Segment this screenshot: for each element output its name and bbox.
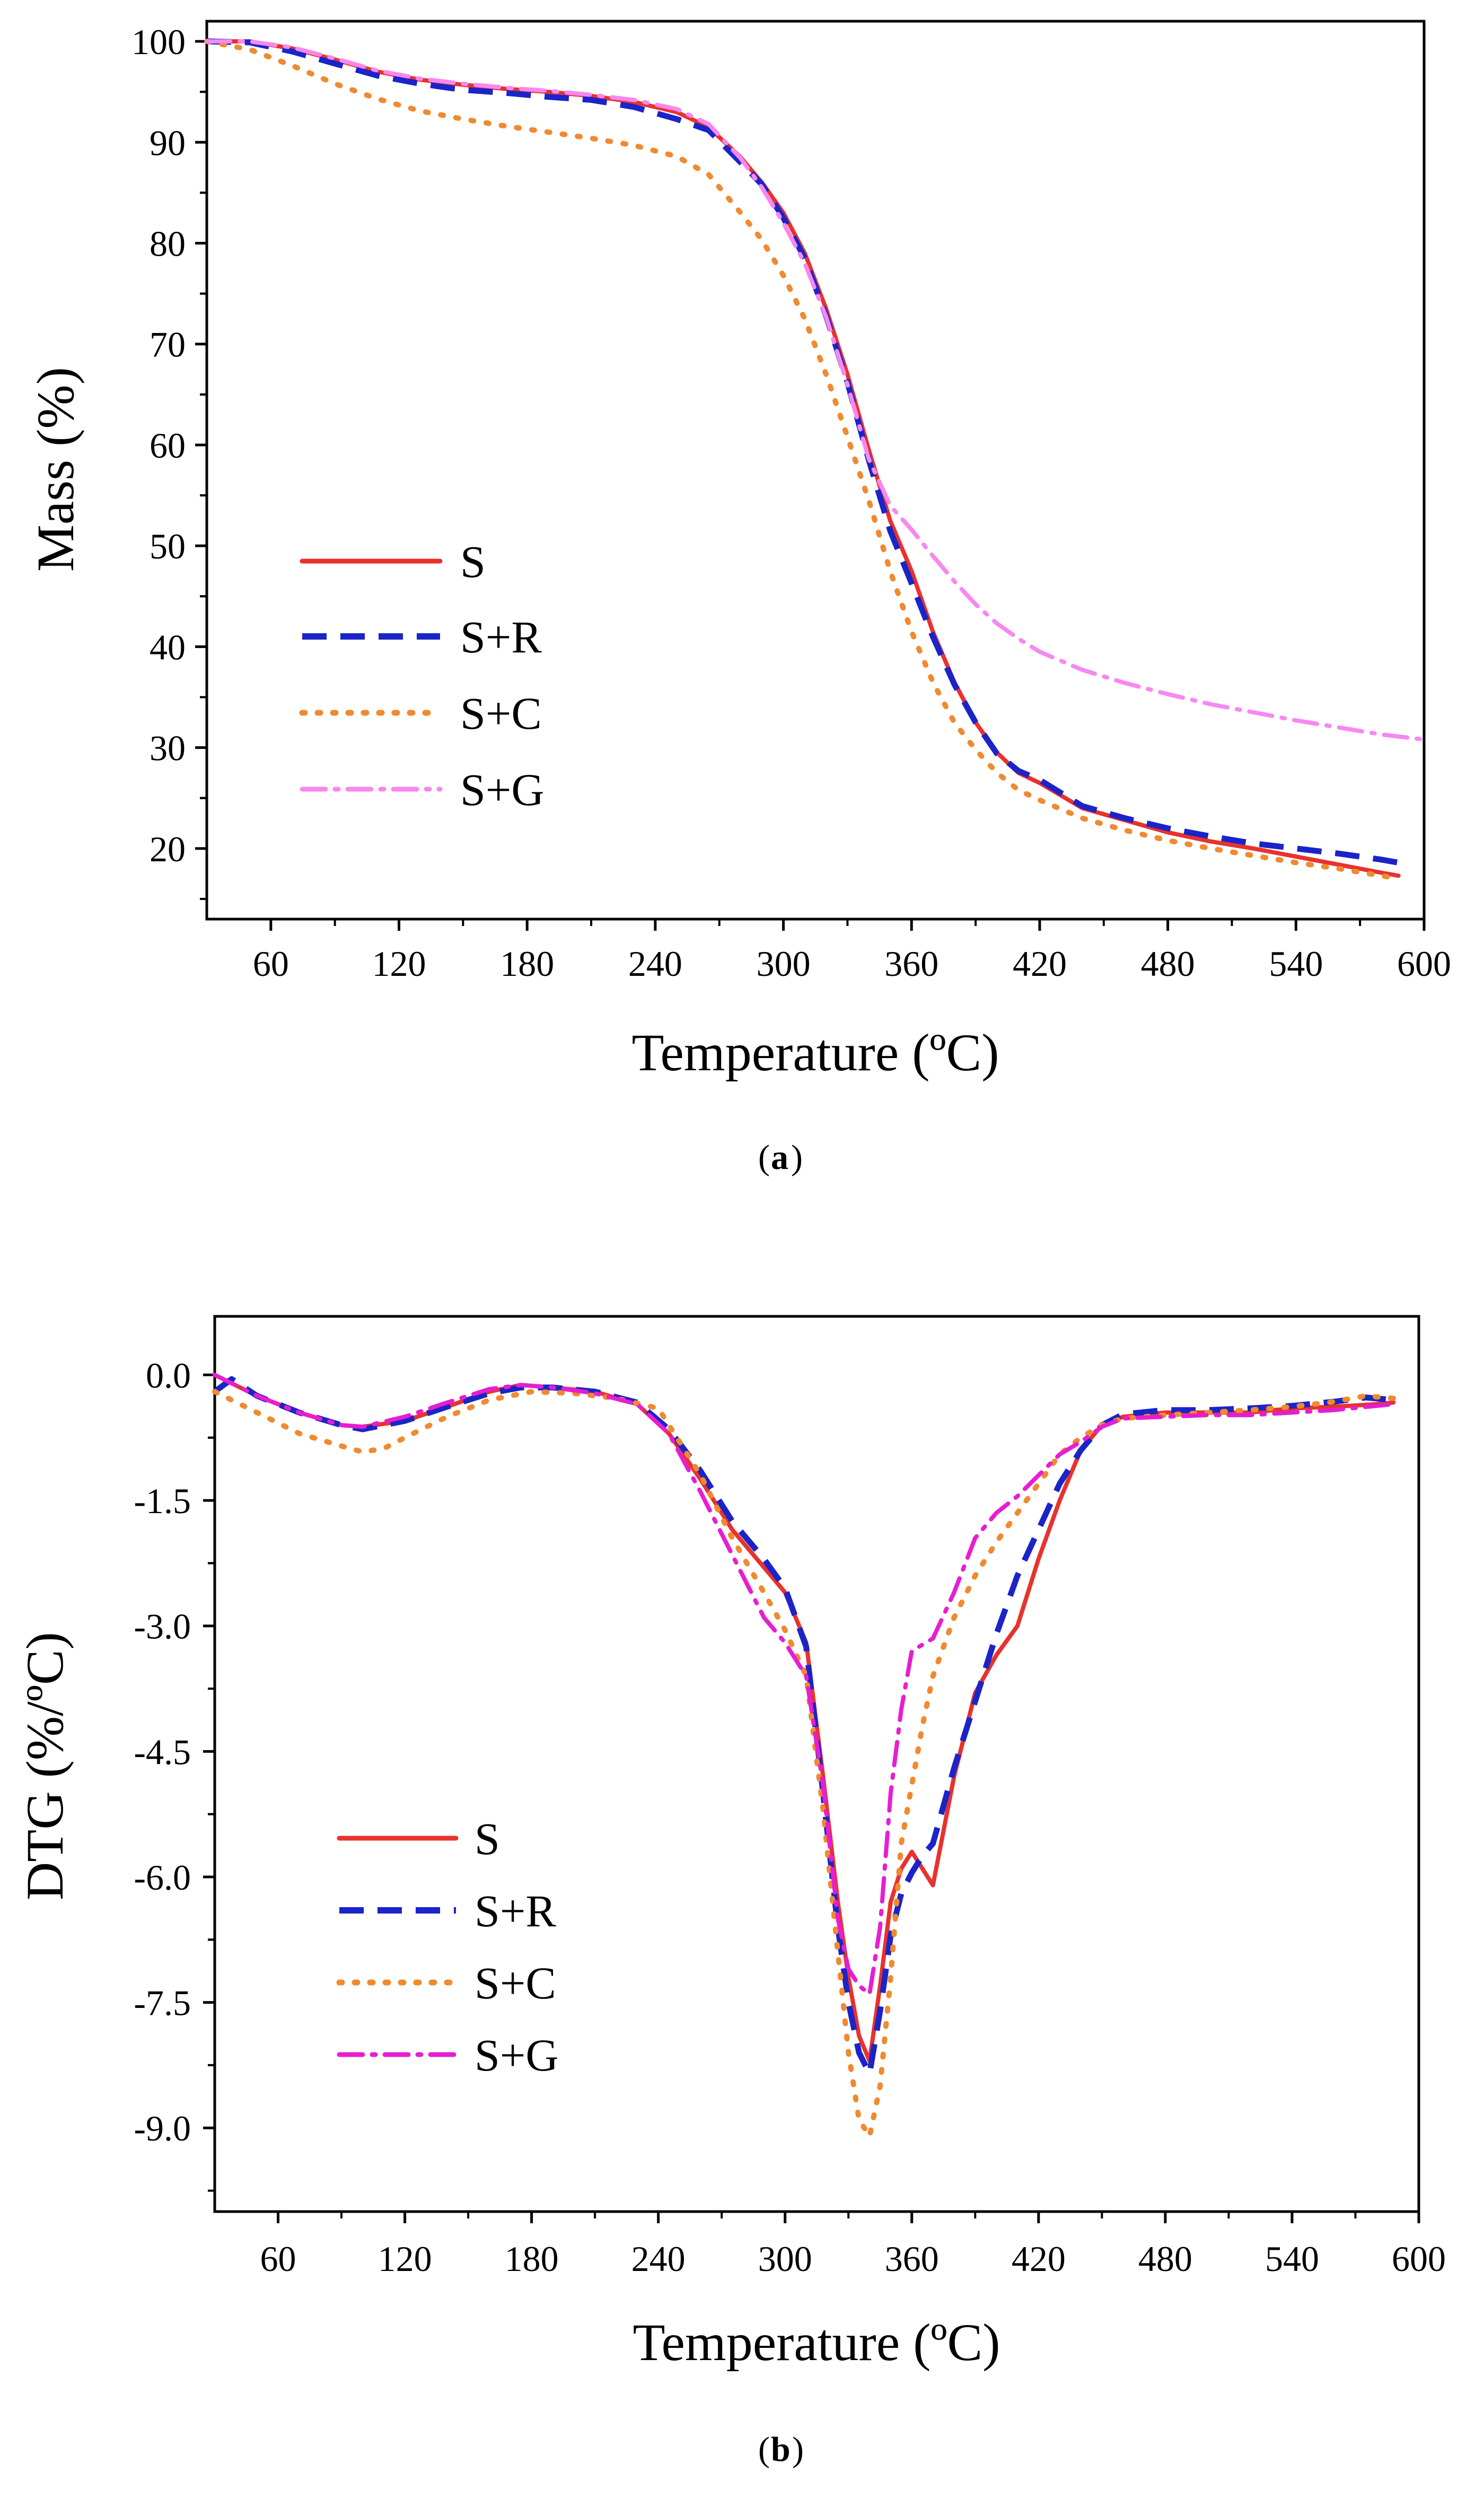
panel-b-x-tick-labels: 60 120 180 240 300 360 420 480 540 600 (260, 2239, 1446, 2279)
panel-b-x-axis-title: Temperature (ºC) (633, 2313, 1000, 2372)
x-tick-label: 60 (253, 944, 289, 984)
legend-b-label-s-r: S+R (475, 1885, 556, 1936)
series-line-s-r (213, 1376, 1394, 2077)
y-tick-label: -7.5 (134, 1983, 191, 2023)
panel-b-legend: S S+R S+C S+G (336, 1813, 558, 2081)
panel-b-axis-ticks (203, 1373, 1420, 2223)
x-tick-label: 600 (1392, 2239, 1446, 2279)
x-tick-label: 180 (500, 944, 554, 984)
panel-b-caption-close: ) (792, 2430, 804, 2469)
series-line-s-r (206, 38, 1399, 866)
legend-b-label-s-c: S+C (475, 1958, 556, 2008)
panel-a-caption-open: ( (758, 1138, 770, 1177)
series-line-s (205, 39, 1401, 878)
legend-b-label-s-g: S+G (475, 2030, 558, 2081)
panel-b-caption-letter: b (771, 2430, 791, 2469)
panel-b-dtg-chart: 60 120 180 240 300 360 420 480 540 600 0.0 -1.5 -3.… (15, 1315, 1446, 2469)
y-tick-label: 70 (150, 325, 186, 365)
panel-a-x-axis-title: Temperature (ºC) (631, 1023, 999, 1082)
legend-a-label-s: S (460, 536, 486, 587)
panel-a-mass-chart: 60 120 180 240 300 360 420 480 540 600 20 30 40 50 60… (26, 20, 1451, 1177)
panel-a-caption-letter: a (771, 1138, 788, 1177)
x-tick-label: 420 (1013, 944, 1067, 984)
y-tick-label: 100 (131, 22, 186, 62)
series-line-s-c (212, 1389, 1397, 2139)
panel-a-y-tick-labels: 20 30 40 50 60 70 80 90 100 (131, 22, 186, 869)
x-tick-label: 300 (758, 2239, 812, 2279)
legend-b-label-s: S (475, 1813, 500, 1864)
y-tick-label: -6.0 (134, 1857, 191, 1898)
panel-b-y-tick-labels: 0.0 -1.5 -3.0 -4.5 -6.0 -7.5 -9.0 (134, 1355, 191, 2148)
panel-a-y-axis-title: Mass (%) (26, 367, 85, 572)
panel-a-axis-ticks (195, 40, 1426, 931)
series-line-s-g (213, 1373, 1396, 1996)
panel-b-series-group (212, 1373, 1397, 2139)
x-tick-label: 180 (505, 2239, 559, 2279)
y-tick-label: 30 (150, 728, 186, 768)
series-line-s-c (204, 39, 1401, 881)
panel-a-x-tick-labels: 60 120 180 240 300 360 420 480 540 600 (253, 944, 1451, 984)
y-tick-label: 0.0 (146, 1355, 191, 1395)
panel-b-y-axis-title: DTG (%/ºC) (15, 1632, 74, 1900)
legend-a-label-s-r: S+R (460, 611, 542, 662)
y-tick-label: -4.5 (134, 1732, 191, 1772)
x-tick-label: 600 (1397, 944, 1451, 984)
series-line-s-g (205, 39, 1426, 742)
legend-a-label-s-c: S+C (460, 688, 542, 739)
x-tick-label: 300 (757, 944, 811, 984)
y-tick-label: 80 (150, 223, 186, 264)
x-tick-label: 480 (1141, 944, 1195, 984)
x-tick-label: 240 (628, 944, 682, 984)
panel-b-plot-frame (213, 1315, 1420, 2213)
panel-a-series-group (204, 38, 1426, 881)
y-tick-label: 20 (150, 829, 186, 869)
x-tick-label: 540 (1269, 944, 1323, 984)
x-tick-label: 360 (884, 944, 938, 984)
x-tick-label: 480 (1138, 2239, 1192, 2279)
y-tick-label: 50 (150, 526, 186, 566)
y-tick-label: -1.5 (134, 1481, 191, 1521)
y-tick-label: 40 (150, 627, 186, 667)
series-line-s (213, 1373, 1396, 2063)
panel-a-legend: S S+R S+C S+G (299, 536, 544, 815)
x-tick-label: 540 (1265, 2239, 1319, 2279)
y-tick-label: -3.0 (134, 1606, 191, 1647)
panel-a-plot-frame (205, 20, 1426, 921)
panel-a-caption-close: ) (791, 1138, 803, 1177)
x-tick-label: 240 (631, 2239, 686, 2279)
x-tick-label: 120 (372, 944, 426, 984)
panel-b-caption-open: ( (758, 2430, 770, 2469)
x-tick-label: 360 (885, 2239, 939, 2279)
y-tick-label: 60 (150, 425, 186, 466)
x-tick-label: 60 (260, 2239, 296, 2279)
legend-a-label-s-g: S+G (460, 764, 544, 815)
x-tick-label: 420 (1012, 2239, 1066, 2279)
y-tick-label: -9.0 (134, 2108, 191, 2148)
y-tick-label: 90 (150, 123, 186, 163)
x-tick-label: 120 (378, 2239, 432, 2279)
